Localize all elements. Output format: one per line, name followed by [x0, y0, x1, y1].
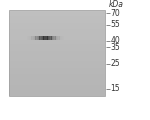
- Bar: [9, 20, 105, 23]
- Bar: [37, 36, 38, 40]
- Bar: [9, 10, 105, 96]
- Bar: [46, 36, 47, 40]
- Bar: [56, 36, 57, 40]
- Text: 40: 40: [110, 36, 120, 45]
- Bar: [54, 36, 55, 40]
- Bar: [31, 36, 32, 40]
- Bar: [9, 31, 105, 33]
- Bar: [60, 36, 61, 40]
- Bar: [9, 87, 105, 90]
- Bar: [9, 12, 105, 14]
- Bar: [9, 29, 105, 31]
- Text: 35: 35: [110, 43, 120, 52]
- Bar: [9, 23, 105, 25]
- Bar: [62, 36, 63, 40]
- Bar: [51, 36, 52, 40]
- Bar: [58, 36, 59, 40]
- Bar: [39, 36, 40, 40]
- Bar: [9, 66, 105, 68]
- Bar: [45, 36, 46, 40]
- Text: 25: 25: [110, 59, 120, 68]
- Bar: [9, 51, 105, 53]
- Bar: [9, 42, 105, 44]
- Text: 70: 70: [110, 9, 120, 18]
- Bar: [9, 77, 105, 79]
- Bar: [31, 36, 32, 40]
- Bar: [9, 48, 105, 51]
- Bar: [44, 36, 45, 40]
- Text: 15: 15: [110, 84, 120, 93]
- Bar: [63, 36, 64, 40]
- Bar: [38, 36, 39, 40]
- Bar: [28, 36, 29, 40]
- Text: kDa: kDa: [109, 0, 124, 9]
- Bar: [52, 36, 53, 40]
- Bar: [47, 36, 48, 40]
- Bar: [48, 36, 49, 40]
- Bar: [27, 36, 28, 40]
- Bar: [9, 40, 105, 42]
- Bar: [9, 64, 105, 66]
- Bar: [9, 27, 105, 29]
- Bar: [50, 36, 51, 40]
- Bar: [9, 68, 105, 70]
- Bar: [41, 36, 42, 40]
- Bar: [39, 36, 40, 40]
- Bar: [9, 70, 105, 72]
- Bar: [9, 33, 105, 36]
- Bar: [9, 25, 105, 27]
- Bar: [9, 92, 105, 94]
- Bar: [30, 36, 31, 40]
- Bar: [9, 38, 105, 40]
- Bar: [9, 72, 105, 74]
- Bar: [42, 36, 43, 40]
- Bar: [9, 57, 105, 59]
- Bar: [29, 36, 30, 40]
- Bar: [33, 36, 34, 40]
- Bar: [9, 83, 105, 85]
- Bar: [9, 90, 105, 92]
- Bar: [9, 79, 105, 81]
- Bar: [9, 18, 105, 20]
- Bar: [36, 36, 37, 40]
- Bar: [9, 85, 105, 87]
- Bar: [32, 36, 33, 40]
- Bar: [9, 14, 105, 16]
- Bar: [9, 53, 105, 55]
- Bar: [9, 10, 105, 12]
- Bar: [9, 36, 105, 38]
- Bar: [51, 36, 52, 40]
- Bar: [9, 55, 105, 57]
- Bar: [55, 36, 56, 40]
- Bar: [47, 36, 48, 40]
- Bar: [53, 36, 54, 40]
- Bar: [9, 16, 105, 18]
- Bar: [35, 36, 36, 40]
- Bar: [9, 74, 105, 77]
- Bar: [49, 36, 50, 40]
- Bar: [9, 44, 105, 46]
- Bar: [57, 36, 58, 40]
- Bar: [61, 36, 62, 40]
- Bar: [43, 36, 44, 40]
- Bar: [59, 36, 60, 40]
- Bar: [9, 94, 105, 96]
- Bar: [9, 61, 105, 64]
- Bar: [59, 36, 60, 40]
- Bar: [34, 36, 35, 40]
- Bar: [9, 81, 105, 83]
- Bar: [9, 59, 105, 61]
- Text: 55: 55: [110, 20, 120, 29]
- Bar: [40, 36, 41, 40]
- Bar: [55, 36, 56, 40]
- Bar: [9, 46, 105, 48]
- Bar: [35, 36, 36, 40]
